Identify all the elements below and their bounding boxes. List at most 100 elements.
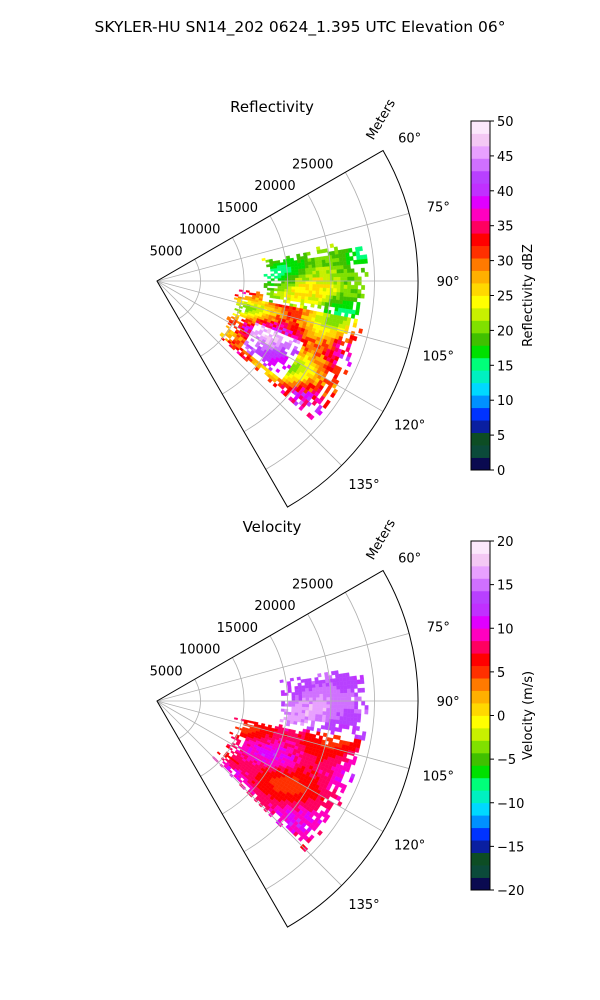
- echo-bin: [351, 729, 356, 735]
- echo-bin: [279, 679, 284, 683]
- echo-bin: [356, 717, 361, 723]
- colorbar-segment: [471, 370, 490, 384]
- azimuth-tick-label: 60°: [398, 551, 421, 566]
- echo-bin: [363, 258, 368, 264]
- echo-bin: [321, 256, 326, 261]
- echo-bin: [354, 704, 359, 710]
- echo-bin: [356, 679, 361, 685]
- colorbar-segment: [471, 208, 490, 222]
- echo-bin: [322, 704, 327, 709]
- colorbar-tick-label: 5: [497, 429, 505, 444]
- colorbar-tick-label: 0: [497, 464, 505, 479]
- echo-bin: [291, 709, 296, 713]
- echo-bin: [315, 683, 320, 688]
- echo-bin: [307, 299, 312, 304]
- echo-bin: [315, 687, 320, 692]
- echo-bin: [274, 275, 279, 279]
- echo-bin: [287, 689, 292, 693]
- echo-bin: [343, 688, 348, 694]
- echo-bin: [302, 697, 306, 702]
- echo-bin: [281, 283, 286, 287]
- echo-bin: [318, 294, 323, 299]
- echo-bin: [332, 291, 337, 297]
- echo-bin: [346, 292, 351, 298]
- echo-bin: [247, 720, 252, 724]
- range-tick-label: 25000: [292, 577, 333, 592]
- echo-bin: [332, 295, 337, 300]
- echo-bin: [350, 708, 355, 714]
- colorbar-segment: [471, 445, 490, 458]
- colorbar-segment: [471, 790, 490, 804]
- echo-bin: [318, 711, 324, 716]
- echo-bin: [355, 306, 361, 312]
- echo-bin: [291, 703, 296, 707]
- echo-bin: [349, 680, 354, 685]
- colorbar-segment: [471, 382, 490, 396]
- reflectivity-panel: Reflectivity 60° 75° 90° 105° 120° 135° 5000 10…: [150, 97, 536, 508]
- echo-bin: [318, 291, 324, 296]
- echo-bin: [300, 679, 305, 683]
- colorbar-tick-label: 10: [497, 622, 514, 637]
- echo-bin: [319, 280, 324, 285]
- colorbar-segment: [471, 752, 490, 766]
- echo-bin: [304, 684, 309, 689]
- colorbar-segment: [471, 541, 490, 554]
- echo-bin: [281, 286, 285, 290]
- echo-bin: [325, 682, 330, 687]
- echo-bin: [276, 295, 281, 300]
- echo-bin: [225, 325, 230, 329]
- echo-bin: [295, 697, 299, 702]
- velocity-colorbar: −20 −15 −10 −5 0 5 10 15 20: [470, 535, 524, 899]
- echo-bin: [298, 286, 303, 291]
- echo-bin: [305, 707, 310, 711]
- echo-bin: [350, 276, 355, 282]
- echo-bin: [348, 247, 353, 253]
- echo-bin: [340, 704, 345, 709]
- echo-bin: [302, 283, 306, 288]
- echo-bin: [298, 405, 305, 412]
- echo-bin: [339, 261, 344, 266]
- echo-bin: [350, 713, 355, 718]
- echo-bin: [350, 692, 355, 698]
- echo-bin: [349, 676, 354, 681]
- echo-bin: [307, 261, 313, 266]
- echo-bin: [291, 697, 296, 702]
- echo-bin: [304, 258, 309, 263]
- echo-bin: [326, 277, 331, 282]
- echo-bin: [326, 704, 331, 709]
- echo-bin: [319, 690, 324, 695]
- echo-bin: [353, 713, 358, 718]
- echo-bin: [290, 292, 296, 296]
- colorbar-segment: [471, 590, 490, 604]
- echo-bin: [340, 288, 345, 293]
- echo-bin: [353, 684, 358, 689]
- azimuth-tick-label: 120°: [394, 839, 425, 854]
- echo-bin: [342, 680, 348, 686]
- echo-bin: [309, 280, 313, 285]
- colorbar-tick-label: 45: [497, 150, 514, 165]
- echo-bin: [311, 264, 316, 269]
- echo-bin: [305, 710, 310, 714]
- echo-bin: [325, 718, 330, 723]
- echo-bin: [350, 268, 355, 274]
- echo-bin: [294, 688, 299, 693]
- echo-bin: [294, 263, 299, 267]
- echo-bin: [319, 287, 324, 292]
- echo-bin: [361, 735, 366, 741]
- echo-bin: [349, 721, 354, 726]
- echo-bin: [342, 296, 348, 302]
- echo-bin: [326, 689, 331, 695]
- echo-bin: [298, 289, 303, 294]
- echo-bin: [281, 278, 286, 282]
- echo-bin: [360, 267, 365, 273]
- echo-bin: [309, 277, 313, 282]
- echo-bin: [333, 280, 338, 285]
- colorbar-segment: [471, 407, 490, 421]
- echo-bin: [324, 302, 329, 307]
- echo-bin: [298, 700, 303, 705]
- echo-bin: [291, 280, 296, 285]
- echo-bin: [343, 280, 348, 286]
- colorbar-segment: [471, 628, 490, 642]
- echo-bin: [347, 704, 352, 710]
- echo-bin: [322, 287, 327, 292]
